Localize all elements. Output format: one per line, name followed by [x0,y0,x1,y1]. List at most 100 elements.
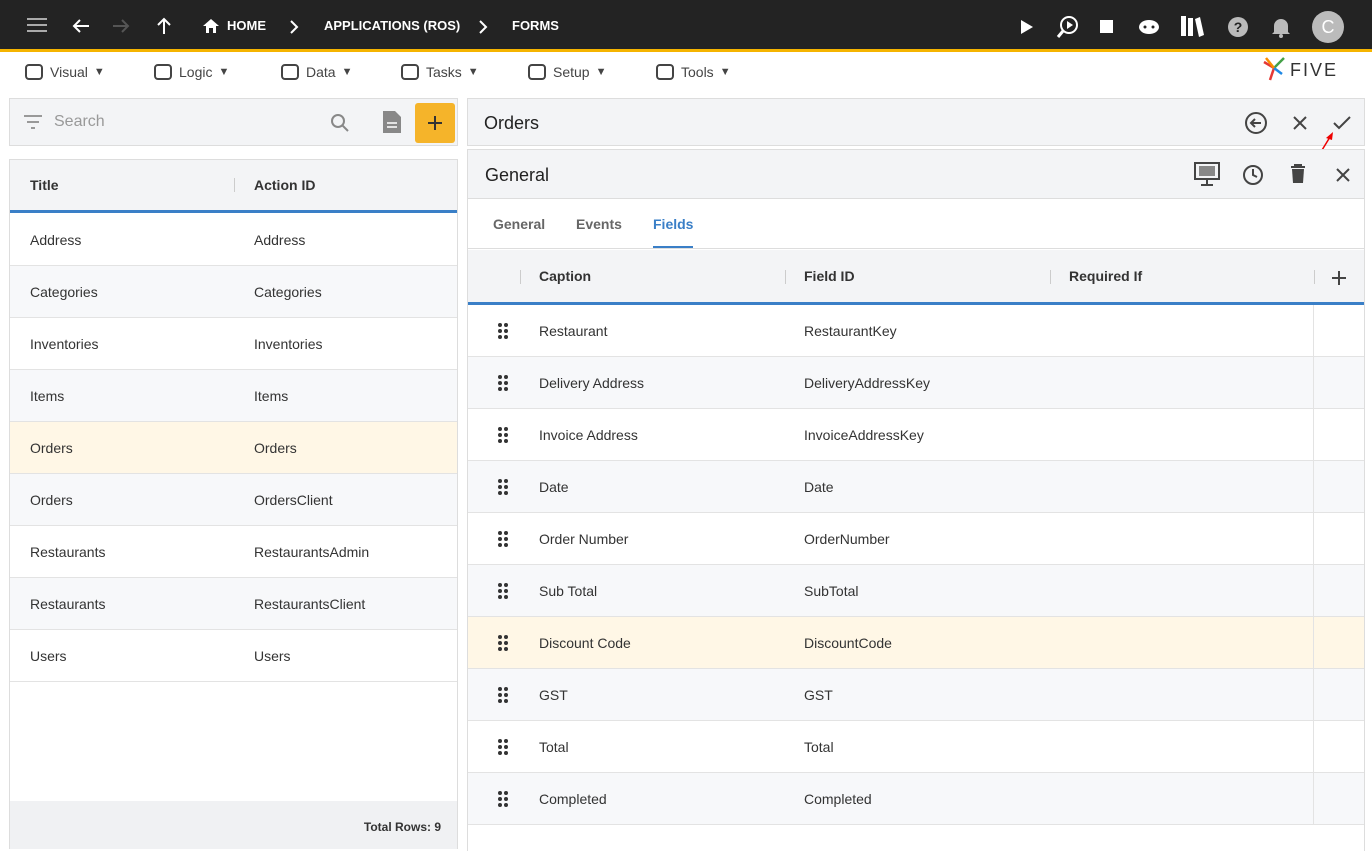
dropdown-arrow: ▼ [218,66,230,78]
menu-icon [25,64,43,80]
tab[interactable]: Events [576,216,622,232]
drag-handle[interactable] [498,739,508,755]
list-row[interactable]: Categories Categories [10,266,457,318]
home-icon[interactable] [202,18,220,34]
menu-item[interactable]: Logic ▼ [153,62,229,82]
back-icon[interactable] [72,18,90,34]
divider [1314,270,1315,284]
cell: Date [804,479,834,495]
cell: Completed [804,791,872,807]
breadcrumb[interactable]: HOME [227,18,266,33]
list-row[interactable]: Restaurants RestaurantsClient [10,578,457,630]
menu-icon [401,64,419,80]
up-icon[interactable] [156,17,172,35]
form-panel: General General Events Fields Caption Fiel… [467,149,1365,851]
cell: InvoiceAddressKey [804,427,924,443]
cell: OrdersClient [254,492,333,508]
drag-handle[interactable] [498,323,508,339]
forward-icon[interactable] [112,18,130,34]
column-header[interactable]: Action ID [254,177,316,193]
cell: Invoice Address [539,427,638,443]
field-row[interactable]: GST GST [468,669,1364,721]
list-row[interactable]: Restaurants RestaurantsAdmin [10,526,457,578]
field-row[interactable]: Sub Total SubTotal [468,565,1364,617]
menu-icon [656,64,674,80]
dropdown-arrow: ▼ [341,66,353,78]
add-field-icon[interactable] [1331,270,1347,286]
column-header[interactable]: Caption [539,268,592,284]
list-row[interactable]: Orders OrdersClient [10,474,457,526]
doc-icon[interactable] [382,110,402,134]
cell: Date [539,479,569,495]
cell: RestaurantsClient [254,596,366,612]
field-row[interactable]: Discount Code DiscountCode [468,617,1364,669]
drag-handle[interactable] [498,531,508,547]
field-row[interactable]: Order Number OrderNumber [468,513,1364,565]
divider [1313,357,1314,409]
debug-icon[interactable] [1056,15,1080,39]
menu-item[interactable]: Data ▼ [280,62,352,82]
list-row[interactable]: Users Users [10,630,457,682]
library-icon[interactable] [1179,14,1205,38]
delete-icon[interactable] [1290,164,1306,184]
search-input[interactable]: Search [54,113,105,130]
drag-handle[interactable] [498,375,508,391]
cell: Order Number [539,531,629,547]
field-row[interactable]: Date Date [468,461,1364,513]
drag-handle[interactable] [498,687,508,703]
cell: Categories [30,284,98,300]
menu-item[interactable]: Tasks ▼ [400,62,479,82]
breadcrumb[interactable]: FORMS [512,18,559,33]
menu-label: Tools [681,64,714,80]
history-icon[interactable] [1242,164,1264,186]
avatar[interactable]: C [1312,11,1344,43]
cell: Completed [539,791,607,807]
filter-icon[interactable] [24,115,42,129]
search-bar: Search [9,98,458,146]
help-icon[interactable]: ? [1227,16,1249,38]
menu-icon [528,64,546,80]
stop-icon[interactable] [1100,20,1114,34]
save-icon[interactable] [1332,115,1352,131]
search-icon[interactable] [330,113,350,133]
field-row[interactable]: Total Total [468,721,1364,773]
field-row[interactable]: Delivery Address DeliveryAddressKey [468,357,1364,409]
list-row[interactable]: Address Address [10,214,457,266]
breadcrumb[interactable]: APPLICATIONS (ROS) [324,18,461,33]
table-header: Caption Field ID Required If [468,250,1364,305]
list-row[interactable]: Inventories Inventories [10,318,457,370]
list-row[interactable]: Items Items [10,370,457,422]
column-header[interactable]: Field ID [804,268,855,284]
field-row[interactable]: Completed Completed [468,773,1364,825]
drag-handle[interactable] [498,635,508,651]
form-title: Orders [484,113,540,133]
column-header[interactable]: Title [30,177,59,193]
bell-icon[interactable] [1271,16,1291,38]
list-row[interactable]: Orders Orders [10,422,457,474]
close-icon[interactable] [1335,167,1351,183]
screen-icon[interactable] [1194,162,1220,186]
close-icon[interactable] [1292,115,1308,131]
cell: Users [30,648,67,664]
tab[interactable]: General [493,216,546,232]
column-header[interactable]: Required If [1069,268,1143,284]
divider [520,270,521,284]
menu-item[interactable]: Visual ▼ [24,62,105,82]
drag-handle[interactable] [498,583,508,599]
drag-handle[interactable] [498,427,508,443]
chat-icon[interactable] [1137,17,1161,37]
cell: Users [254,648,291,664]
field-row[interactable]: Invoice Address InvoiceAddressKey [468,409,1364,461]
drag-handle[interactable] [498,479,508,495]
menu-item[interactable]: Tools ▼ [655,62,731,82]
field-row[interactable]: Restaurant RestaurantKey [468,305,1364,357]
back-circle-icon[interactable] [1244,111,1268,135]
tab[interactable]: Fields [653,216,694,248]
menu-item[interactable]: Setup ▼ [527,62,606,82]
add-button[interactable] [415,103,455,143]
drag-handle[interactable] [498,791,508,807]
cell: Restaurants [30,596,106,612]
play-icon[interactable] [1020,19,1034,35]
menu-icon[interactable] [26,17,48,33]
section-title: General [485,165,550,185]
